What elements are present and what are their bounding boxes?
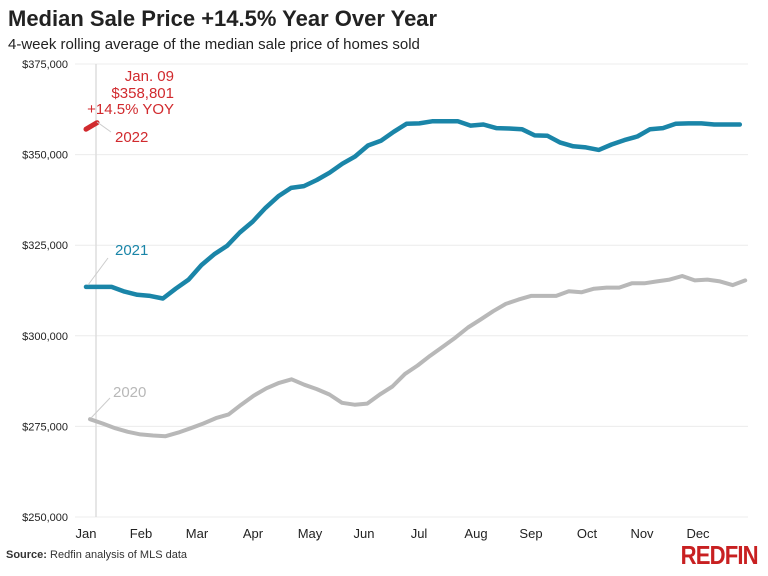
x-tick-label: Sep (519, 526, 542, 541)
series-line-2022 (83, 120, 100, 132)
x-tick-label: Nov (630, 526, 654, 541)
x-tick-label: Jul (411, 526, 428, 541)
series-line-2020 (88, 274, 748, 439)
series-label-2020: 2020 (113, 384, 146, 401)
leader-line (90, 397, 111, 419)
y-tick-label: $325,000 (22, 240, 68, 252)
x-tick-label: Mar (186, 526, 209, 541)
annotation-date: Jan. 09 (125, 68, 174, 85)
x-tick-label: Oct (577, 526, 598, 541)
x-tick-label: Apr (243, 526, 264, 541)
series-label-2022: 2022 (115, 129, 148, 146)
x-tick-label: Jun (354, 526, 375, 541)
chart-subtitle: 4-week rolling average of the median sal… (8, 36, 420, 53)
x-tick-label: Jan (76, 526, 97, 541)
y-tick-label: $250,000 (22, 512, 68, 524)
y-tick-label: $300,000 (22, 331, 68, 343)
leader-line (87, 257, 109, 286)
annotation-value: $358,801 (111, 85, 174, 102)
source-label: Source: (6, 549, 47, 561)
x-tick-label: Feb (130, 526, 152, 541)
annotation-change: +14.5% YOY (87, 101, 174, 118)
source-note: Source: Redfin analysis of MLS data (6, 549, 187, 561)
y-tick-label: $375,000 (22, 59, 68, 71)
x-tick-label: Aug (464, 526, 487, 541)
series-line-2021 (83, 119, 743, 301)
chart-title: Median Sale Price +14.5% Year Over Year (8, 6, 438, 31)
y-tick-label: $350,000 (22, 150, 68, 162)
x-tick-label: May (298, 526, 323, 541)
source-text: Redfin analysis of MLS data (50, 549, 187, 561)
y-tick-label: $275,000 (22, 421, 68, 433)
leader-line (96, 121, 112, 133)
redfin-logo: REDFIN (680, 540, 759, 570)
x-tick-label: Dec (686, 526, 710, 541)
series-label-2021: 2021 (115, 242, 148, 259)
